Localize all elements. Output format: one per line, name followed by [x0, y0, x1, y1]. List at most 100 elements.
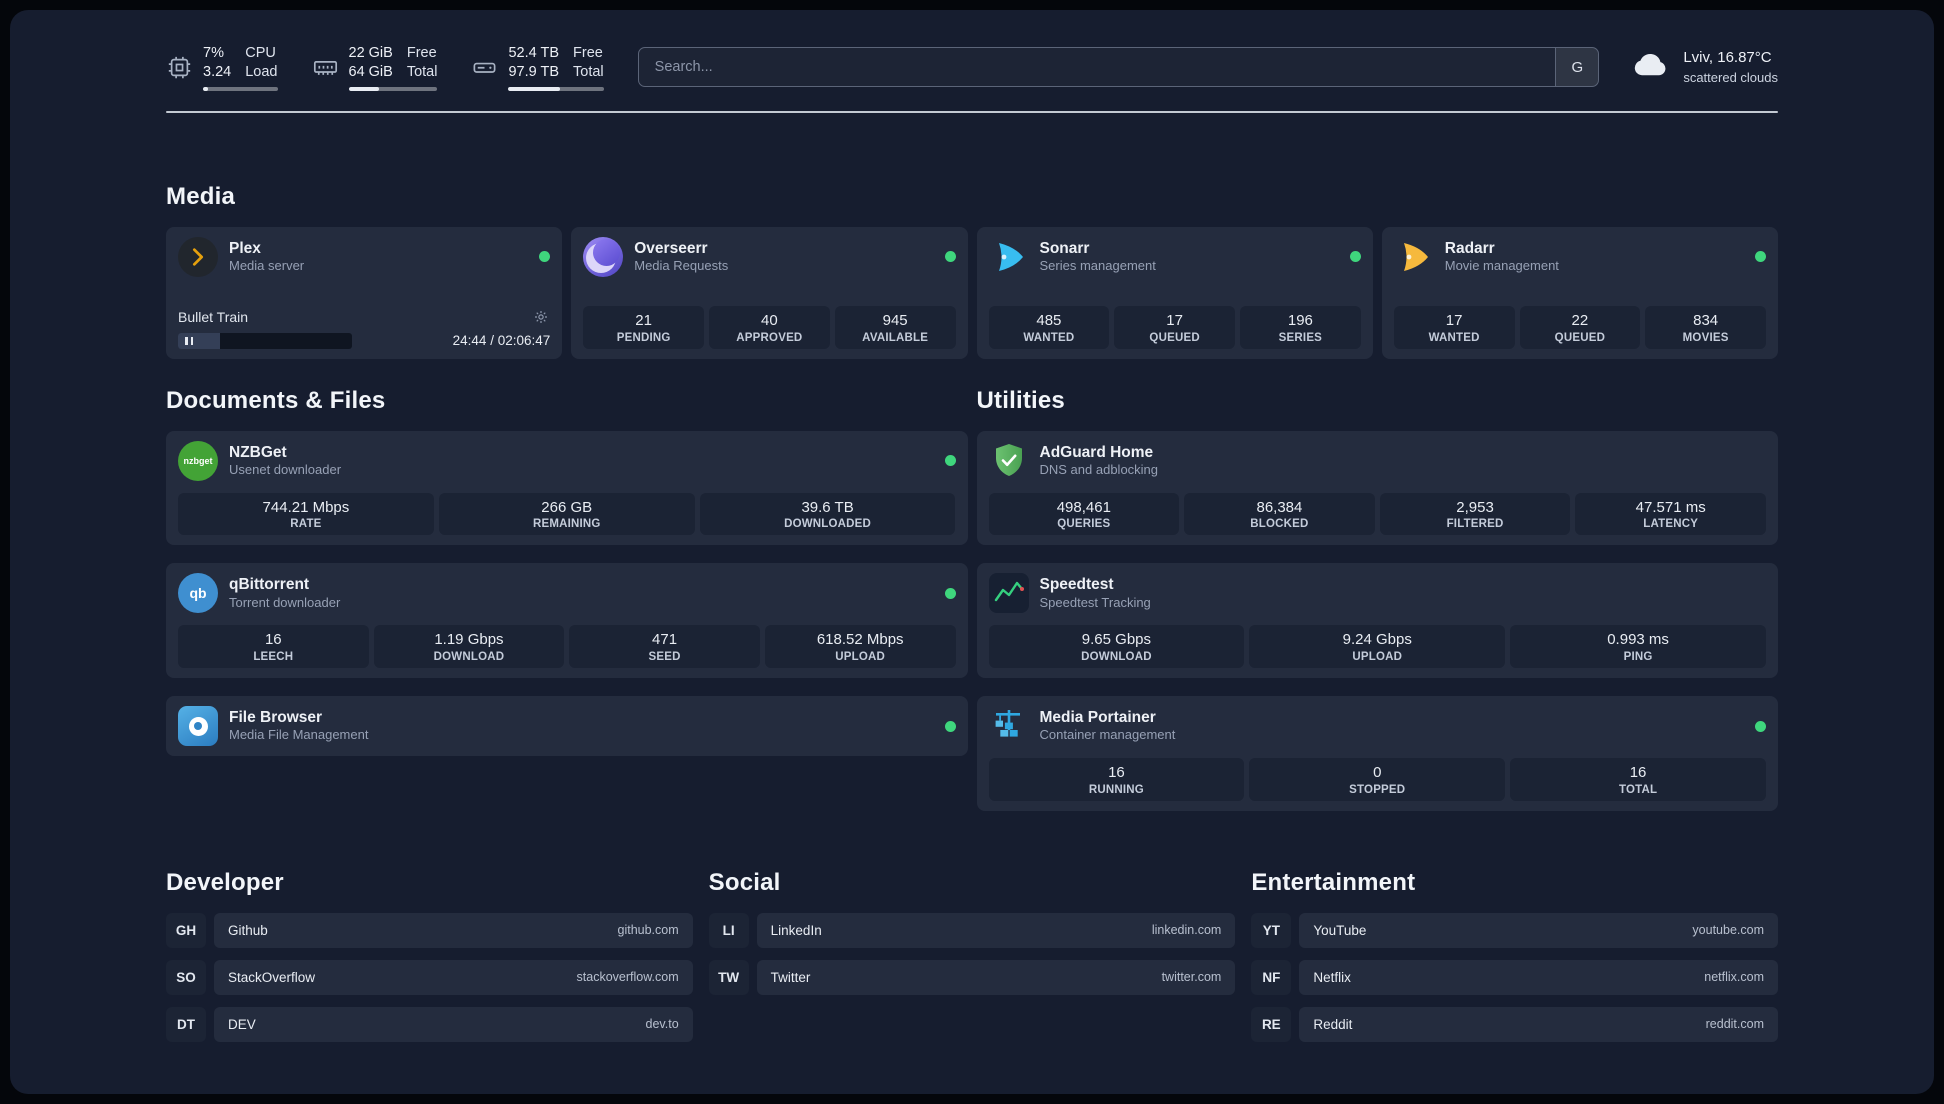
nzbget-icon: nzbget: [178, 440, 218, 481]
app-link-qbittorrent[interactable]: qb qBittorrent Torrent downloader: [178, 573, 956, 614]
bookmark-group-entertainment: Entertainment YT YouTube youtube.com NF N…: [1251, 869, 1778, 1042]
bookmark-youtube[interactable]: YT YouTube youtube.com: [1251, 912, 1778, 948]
card-qbittorrent: qb qBittorrent Torrent downloader 16 LEEC…: [166, 563, 968, 679]
status-dot: [539, 251, 551, 263]
app-link-radarr[interactable]: Radarr Movie management: [1394, 237, 1766, 277]
status-dot: [944, 587, 956, 599]
bookmark-abbr: RE: [1251, 1006, 1292, 1042]
app-name: Radarr: [1444, 239, 1495, 257]
weather-condition: scattered clouds: [1683, 69, 1778, 85]
topbar-divider: [166, 110, 1778, 113]
stat-wanted: 485 WANTED: [988, 305, 1110, 349]
app-subtitle: Movie management: [1444, 257, 1559, 273]
stat-upload: 618.52 Mbps UPLOAD: [764, 625, 956, 669]
card-sonarr: Sonarr Series management 485 WANTED 17 QUE…: [976, 226, 1373, 359]
seek-bar[interactable]: [178, 332, 352, 349]
stat-download: 1.19 Gbps DOWNLOAD: [373, 625, 565, 669]
bookmark-reddit[interactable]: RE Reddit reddit.com: [1251, 1006, 1778, 1042]
filebrowser-icon: [178, 706, 218, 747]
stat-running: 16 RUNNING: [988, 758, 1245, 801]
ram-progress-bar: [348, 86, 438, 91]
bookmark-dev[interactable]: DT DEV dev.to: [166, 1006, 693, 1042]
cpu-usage-value: 7%: [203, 45, 224, 61]
disk-free-value: 52.4 TB: [508, 45, 560, 61]
bookmark-netflix[interactable]: NF Netflix netflix.com: [1251, 959, 1778, 995]
app-subtitle: Speedtest Tracking: [1039, 594, 1151, 610]
app-link-sonarr[interactable]: Sonarr Series management: [989, 237, 1361, 277]
disk-icon: [471, 54, 498, 81]
bookmark-group-developer: Developer GH Github github.com SO StackOv…: [166, 869, 693, 1042]
app-name: qBittorrent: [229, 576, 310, 594]
bookmark-github[interactable]: GH Github github.com: [166, 912, 693, 948]
ram-free-value: 22 GiB: [348, 45, 393, 61]
app-link-adguard[interactable]: AdGuard Home DNS and adblocking: [989, 441, 1767, 481]
search-bar: G: [637, 47, 1600, 88]
card-filebrowser: File Browser Media File Management: [166, 696, 968, 757]
app-name: Sonarr: [1039, 239, 1090, 257]
bookmark-abbr: GH: [166, 912, 206, 948]
section-title-documents: Documents & Files: [166, 386, 386, 414]
app-link-filebrowser[interactable]: File Browser Media File Management: [178, 706, 956, 747]
section-title-developer: Developer: [166, 868, 284, 896]
bookmark-twitter[interactable]: TW Twitter twitter.com: [708, 959, 1236, 995]
section-media: Media Plex Media server: [166, 183, 1778, 359]
system-topbar: 7% 3.24 CPU Load: [166, 44, 1778, 91]
section-documents: Documents & Files nzbget NZBGet Usenet d…: [166, 387, 968, 757]
stat-ping: 0.993 ms PING: [1510, 625, 1766, 669]
status-dot: [1755, 251, 1766, 263]
media-player-widget: Bullet Train 24:44 /: [178, 308, 550, 349]
app-link-overseerr[interactable]: Overseerr Media Requests: [583, 236, 956, 277]
stat-series: 196 SERIES: [1240, 305, 1361, 349]
qbittorrent-icon: qb: [178, 573, 218, 614]
memory-icon: [312, 54, 339, 81]
dashboard-panel: 7% 3.24 CPU Load: [10, 10, 1934, 1094]
app-link-plex[interactable]: Plex Media server: [178, 236, 551, 277]
cpu-load-value: 3.24: [203, 63, 232, 80]
overseerr-icon: [583, 236, 624, 277]
search-provider-button[interactable]: G: [1555, 48, 1599, 87]
portainer-icon: [989, 706, 1029, 746]
cloud-icon: [1629, 48, 1671, 87]
stat-total: 16 TOTAL: [1510, 758, 1766, 801]
disk-free-label: Free: [573, 45, 603, 61]
ram-free-label: Free: [406, 45, 437, 61]
search-input[interactable]: [638, 48, 1556, 87]
app-name: AdGuard Home: [1039, 443, 1154, 461]
app-name: NZBGet: [229, 443, 287, 461]
section-title-social: Social: [708, 868, 781, 896]
app-link-speedtest[interactable]: Speedtest Speedtest Tracking: [988, 573, 1767, 614]
bookmark-stackoverflow[interactable]: SO StackOverflow stackoverflow.com: [166, 959, 693, 995]
pause-icon[interactable]: [185, 336, 193, 345]
playback-time: 24:44 / 02:06:47: [452, 333, 551, 349]
weather-widget: Lviv, 16.87°C scattered clouds: [1629, 48, 1778, 87]
bookmark-abbr: SO: [166, 959, 206, 995]
app-subtitle: Torrent downloader: [229, 594, 341, 610]
section-utilities: Utilities AdGuard Home: [976, 387, 1778, 811]
cpu-progress-bar: [203, 86, 278, 91]
sonarr-icon: [989, 237, 1029, 277]
stat-rate: 744.21 Mbps RATE: [178, 492, 434, 536]
section-title-media: Media: [166, 182, 236, 210]
bookmark-linkedin[interactable]: LI LinkedIn linkedin.com: [708, 912, 1236, 948]
plex-icon: [178, 236, 218, 277]
gear-icon[interactable]: [532, 308, 550, 326]
now-playing-title: Bullet Train: [178, 308, 249, 325]
disk-widget: 52.4 TB 97.9 TB Free Total: [471, 44, 604, 91]
disk-total-value: 97.9 TB: [508, 63, 560, 80]
app-link-nzbget[interactable]: nzbget NZBGet Usenet downloader: [178, 440, 956, 481]
stat-blocked: 86,384 BLOCKED: [1184, 492, 1375, 536]
app-subtitle: Container management: [1039, 727, 1176, 743]
status-dot: [944, 720, 956, 732]
stat-stopped: 0 STOPPED: [1249, 758, 1506, 801]
card-nzbget: nzbget NZBGet Usenet downloader 744.21 M…: [166, 430, 968, 546]
app-subtitle: Usenet downloader: [229, 461, 342, 477]
stat-leech: 16 LEECH: [178, 625, 369, 669]
adguard-icon: [989, 441, 1029, 481]
stat-queued: 22 QUEUED: [1519, 305, 1641, 349]
stat-downloaded: 39.6 TB DOWNLOADED: [699, 492, 956, 536]
status-dot: [944, 455, 956, 467]
stat-approved: 40 APPROVED: [709, 305, 830, 349]
app-subtitle: Media Requests: [634, 257, 729, 273]
app-link-portainer[interactable]: Media Portainer Container management: [989, 706, 1766, 746]
status-dot: [1755, 720, 1766, 732]
